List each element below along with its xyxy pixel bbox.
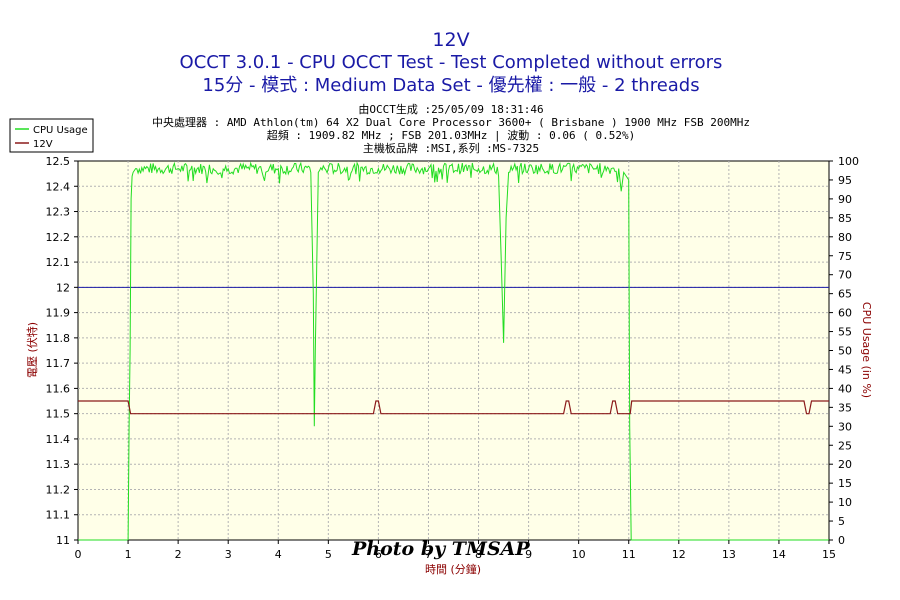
legend: CPU Usage 12V xyxy=(9,118,94,153)
y-left-tick-label: 12.3 xyxy=(46,206,71,219)
x-tick-label: 9 xyxy=(525,548,532,561)
chart-title: 12V xyxy=(432,29,469,51)
info-generated: 由OCCT生成 :25/05/09 18:31:46 xyxy=(358,102,543,116)
y-left-axis-title: 電壓 (伏特) xyxy=(25,322,39,378)
y-left-tick-label: 11 xyxy=(56,534,70,547)
x-tick-label: 11 xyxy=(622,548,636,561)
x-tick-label: 1 xyxy=(125,548,132,561)
x-tick-label: 13 xyxy=(722,548,736,561)
y-right-axis-title: CPU Usage (in %) xyxy=(860,302,873,398)
x-tick-label: 6 xyxy=(375,548,382,561)
info-motherboard: 主機板品牌 :MSI,系列 :MS-7325 xyxy=(363,141,539,155)
y-left-tick-label: 11.4 xyxy=(46,433,71,446)
y-right-tick-label: 15 xyxy=(838,477,852,490)
y-left-tick-label: 11.9 xyxy=(46,307,71,320)
plot-area xyxy=(77,160,830,541)
y-right-tick-label: 30 xyxy=(838,420,852,433)
y-left-tick-label: 11.3 xyxy=(46,458,71,471)
y-left-tick-label: 12.2 xyxy=(46,231,71,244)
series-cpu-usage-line xyxy=(78,161,829,541)
legend-box xyxy=(9,118,94,153)
y-right-tick-label: 85 xyxy=(838,212,852,225)
x-tick-label: 15 xyxy=(822,548,836,561)
y-left-axis-ticks: 11 11.1 11.2 11.3 11.4 11.5 11.6 11.7 11.8 11.9 12… xyxy=(46,155,78,547)
series-layer xyxy=(78,161,829,541)
y-left-tick-label: 11.8 xyxy=(46,332,71,345)
info-cpu: 中央處理器 : AMD Athlon(tm) 64 X2 Dual Core P… xyxy=(152,115,750,129)
y-right-tick-label: 70 xyxy=(838,269,852,282)
y-right-tick-label: 100 xyxy=(838,155,859,168)
x-tick-label: 12 xyxy=(672,548,686,561)
y-right-tick-label: 55 xyxy=(838,326,852,339)
x-tick-label: 14 xyxy=(772,548,786,561)
y-left-tick-label: 12.5 xyxy=(46,155,71,168)
watermark: Photo by TMSAP xyxy=(351,538,530,560)
y-right-tick-label: 0 xyxy=(838,534,845,547)
y-right-tick-label: 10 xyxy=(838,496,852,509)
y-right-tick-label: 80 xyxy=(838,231,852,244)
legend-label-cpu-usage: CPU Usage xyxy=(33,125,88,136)
y-right-tick-label: 40 xyxy=(838,382,852,395)
chart-subtitle-1: OCCT 3.0.1 - CPU OCCT Test - Test Comple… xyxy=(180,52,723,73)
y-right-tick-label: 5 xyxy=(838,515,845,528)
y-right-tick-label: 65 xyxy=(838,288,852,301)
x-axis-ticks: 0 1 2 3 4 5 6 7 8 9 10 11 12 13 14 15 xyxy=(75,540,836,561)
y-left-tick-label: 11.7 xyxy=(46,357,71,370)
x-tick-label: 7 xyxy=(425,548,432,561)
y-right-tick-label: 90 xyxy=(838,193,852,206)
x-tick-label: 2 xyxy=(175,548,182,561)
y-right-tick-label: 25 xyxy=(838,439,852,452)
x-tick-label: 4 xyxy=(275,548,282,561)
y-right-tick-label: 35 xyxy=(838,401,852,414)
y-left-tick-label: 12.4 xyxy=(46,180,71,193)
y-right-tick-label: 75 xyxy=(838,250,852,263)
y-left-tick-label: 11.2 xyxy=(46,483,71,496)
y-right-axis-ticks: 0 5 10 15 20 25 30 35 40 45 50 55 60 65 70 75 80 85 90 95 10… xyxy=(829,155,859,547)
x-tick-label: 10 xyxy=(572,548,586,561)
legend-label-12v: 12V xyxy=(33,139,53,150)
y-left-tick-label: 11.6 xyxy=(46,382,71,395)
info-overclock: 超頻 : 1909.82 MHz ; FSB 201.03MHz | 波動 : … xyxy=(267,128,636,142)
series-12v-line xyxy=(78,400,829,415)
chart-subtitle-2: 15分 - 模式 : Medium Data Set - 優先權 : 一般 - … xyxy=(202,75,699,96)
y-right-tick-label: 20 xyxy=(838,458,852,471)
y-left-tick-label: 11.1 xyxy=(46,509,71,522)
y-left-tick-label: 12.1 xyxy=(46,256,71,269)
y-right-tick-label: 50 xyxy=(838,345,852,358)
y-right-tick-label: 95 xyxy=(838,174,852,187)
x-tick-label: 3 xyxy=(225,548,232,561)
y-left-tick-label: 11.5 xyxy=(46,408,71,421)
x-axis-title: 時間 (分鐘) xyxy=(425,562,481,576)
x-tick-label: 5 xyxy=(325,548,332,561)
x-tick-label: 8 xyxy=(475,548,482,561)
y-right-tick-label: 45 xyxy=(838,363,852,376)
y-right-tick-label: 60 xyxy=(838,307,852,320)
y-left-tick-label: 12 xyxy=(56,281,70,294)
x-tick-label: 0 xyxy=(75,548,82,561)
